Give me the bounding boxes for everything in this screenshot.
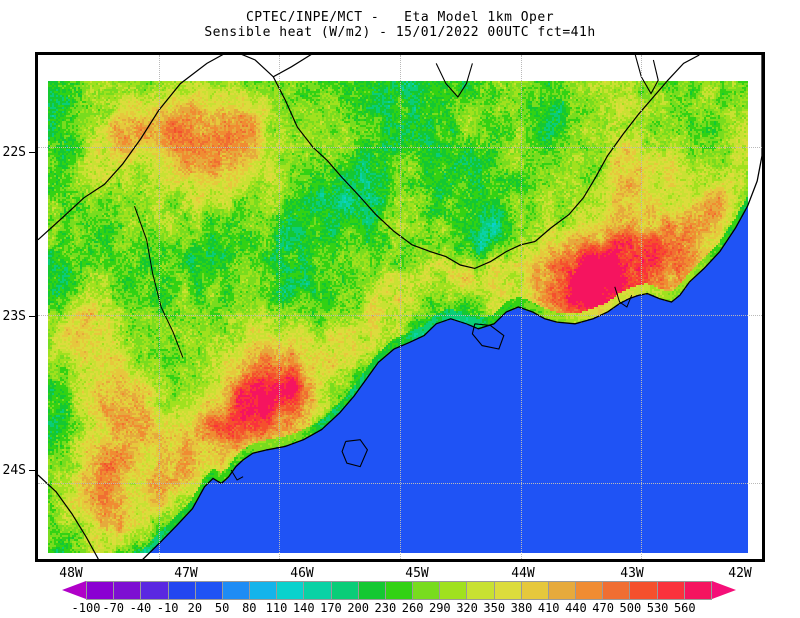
ylabel-24s: 24S bbox=[2, 463, 26, 478]
colorbar-segment bbox=[629, 581, 658, 600]
chart-title: CPTEC/INPE/MCT - Eta Model 1km Oper Sens… bbox=[0, 10, 800, 40]
ylabel-23s: 23S bbox=[2, 309, 26, 324]
colorbar-segment bbox=[656, 581, 685, 600]
colorbar-segment bbox=[167, 581, 196, 600]
colorbar-segment bbox=[602, 581, 631, 600]
colorbar-segment bbox=[575, 581, 604, 600]
colorbar-segment bbox=[303, 581, 332, 600]
colorbar-segment bbox=[520, 581, 549, 600]
sensible-heat-field bbox=[38, 55, 762, 559]
colorbar-tick-label: 140 bbox=[292, 601, 315, 615]
colorbar-segment bbox=[249, 581, 278, 600]
title-line-1: CPTEC/INPE/MCT - Eta Model 1km Oper bbox=[245, 10, 555, 25]
colorbar-tick-label: 50 bbox=[214, 601, 230, 615]
xlabel-45w: 45W bbox=[405, 566, 429, 581]
colorbar-tick-label: 470 bbox=[592, 601, 614, 615]
xlabel-42w: 42W bbox=[728, 566, 752, 581]
map-plot-area bbox=[38, 55, 762, 559]
colorbar-tick-label: 110 bbox=[265, 601, 288, 615]
colorbar-segment bbox=[276, 581, 305, 600]
ytick-23s bbox=[29, 316, 36, 317]
colorbar-tick-label: 350 bbox=[483, 601, 506, 615]
colorbar-tick-label: 440 bbox=[565, 601, 587, 615]
colorbar-segment bbox=[221, 581, 251, 600]
map-plot-frame bbox=[35, 52, 765, 562]
colorbar-tick-label: 200 bbox=[347, 601, 370, 615]
xlabel-47w: 47W bbox=[174, 566, 198, 581]
colorbar bbox=[0, 581, 800, 601]
colorbar-tick-label: 410 bbox=[537, 601, 560, 615]
colorbar-segment bbox=[357, 581, 386, 600]
colorbar-segment bbox=[113, 581, 142, 600]
colorbar-segment bbox=[86, 581, 115, 600]
ytick-22s bbox=[29, 152, 36, 153]
colorbar-segment bbox=[140, 581, 169, 600]
colorbar-tick-label: 290 bbox=[428, 601, 451, 615]
colorbar-tick-label: 320 bbox=[456, 601, 478, 615]
title-line-2: Sensible heat (W/m2) - 15/01/2022 00UTC … bbox=[204, 25, 596, 40]
colorbar-under-arrow bbox=[62, 581, 86, 599]
colorbar-tick-label: 80 bbox=[242, 601, 257, 615]
colorbar-segment bbox=[330, 581, 359, 600]
xlabel-43w: 43W bbox=[620, 566, 644, 581]
colorbar-tick-label: 260 bbox=[401, 601, 424, 615]
xlabel-48w: 48W bbox=[59, 566, 83, 581]
colorbar-tick-label: -40 bbox=[129, 601, 152, 615]
xlabel-46w: 46W bbox=[290, 566, 314, 581]
colorbar-track bbox=[86, 581, 712, 600]
ylabel-22s: 22S bbox=[2, 145, 26, 160]
colorbar-segment bbox=[384, 581, 414, 600]
colorbar-tick-label: 560 bbox=[673, 601, 696, 615]
colorbar-segment bbox=[466, 581, 495, 600]
colorbar-tick-label: -100 bbox=[71, 601, 101, 615]
colorbar-tick-label: -70 bbox=[102, 601, 125, 615]
colorbar-segment bbox=[439, 581, 468, 600]
colorbar-segment bbox=[194, 581, 223, 600]
colorbar-tick-label: 170 bbox=[320, 601, 342, 615]
colorbar-segment bbox=[683, 581, 712, 600]
xlabel-44w: 44W bbox=[511, 566, 535, 581]
colorbar-tick-label: 380 bbox=[510, 601, 533, 615]
colorbar-over-arrow bbox=[712, 581, 736, 599]
ytick-24s bbox=[29, 470, 36, 471]
colorbar-tick-label: 500 bbox=[619, 601, 642, 615]
colorbar-tick-labels: -100 -70 -40 -10 20 50 80 110 140 170 200 230 260 290… bbox=[0, 601, 800, 617]
colorbar-tick-label: 20 bbox=[187, 601, 203, 615]
colorbar-segment bbox=[412, 581, 441, 600]
colorbar-segment bbox=[547, 581, 577, 600]
colorbar-tick-label: 230 bbox=[374, 601, 397, 615]
colorbar-tick-label: -10 bbox=[156, 601, 179, 615]
colorbar-tick-label: 530 bbox=[646, 601, 669, 615]
colorbar-segment bbox=[493, 581, 522, 600]
